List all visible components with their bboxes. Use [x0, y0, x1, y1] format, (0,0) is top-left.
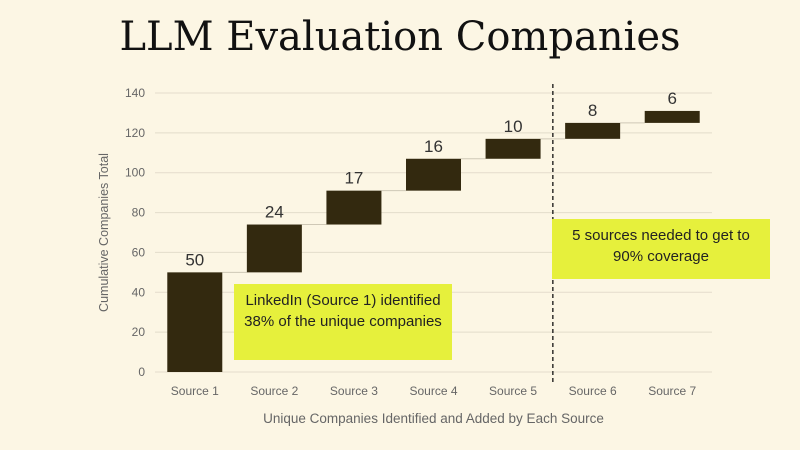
- bar-source-5: [485, 138, 541, 159]
- y-tick-label: 0: [138, 365, 145, 379]
- data-label: 6: [667, 89, 676, 108]
- y-tick-label: 20: [132, 325, 146, 339]
- data-label: 16: [424, 137, 443, 156]
- bar-source-7: [644, 110, 700, 123]
- x-tick-label: Source 1: [171, 384, 219, 398]
- y-tick-label: 100: [125, 166, 145, 180]
- data-label: 50: [185, 250, 204, 269]
- bar-source-6: [565, 122, 621, 139]
- y-tick-label: 40: [132, 285, 146, 299]
- annotation-coverage: 5 sources needed to get to 90% coverage: [552, 219, 770, 279]
- y-axis-label: Cumulative Companies Total: [97, 153, 111, 312]
- y-tick-label: 120: [125, 126, 145, 140]
- x-tick-label: Source 7: [648, 384, 696, 398]
- data-label: 17: [344, 169, 363, 188]
- y-axis-ticks: 0 20 40 60 80 100 120 140: [125, 86, 145, 379]
- x-tick-label: Source 2: [250, 384, 298, 398]
- x-axis-ticks: Source 1 Source 2 Source 3 Source 4 Source 5…: [171, 384, 697, 398]
- x-tick-label: Source 6: [569, 384, 617, 398]
- bar-source-1: [167, 272, 223, 372]
- bar-source-2: [246, 224, 302, 273]
- connector-lines: [222, 122, 645, 273]
- x-tick-label: Source 4: [409, 384, 457, 398]
- bar-source-3: [326, 190, 382, 225]
- data-labels: 50 24 17 16 10 8 6: [185, 89, 677, 269]
- data-label: 10: [504, 117, 523, 136]
- x-tick-label: Source 3: [330, 384, 378, 398]
- x-tick-label: Source 5: [489, 384, 537, 398]
- x-axis-label: Unique Companies Identified and Added by…: [263, 411, 604, 426]
- annotation-linkedin: LinkedIn (Source 1) identified 38% of th…: [234, 284, 452, 360]
- data-label: 8: [588, 101, 597, 120]
- bar-source-4: [406, 158, 461, 191]
- bars: [167, 110, 700, 372]
- y-tick-label: 80: [132, 206, 146, 220]
- chart-title: LLM Evaluation Companies: [119, 14, 681, 60]
- y-tick-label: 60: [132, 245, 146, 259]
- data-label: 24: [265, 203, 284, 222]
- y-tick-label: 140: [125, 86, 145, 100]
